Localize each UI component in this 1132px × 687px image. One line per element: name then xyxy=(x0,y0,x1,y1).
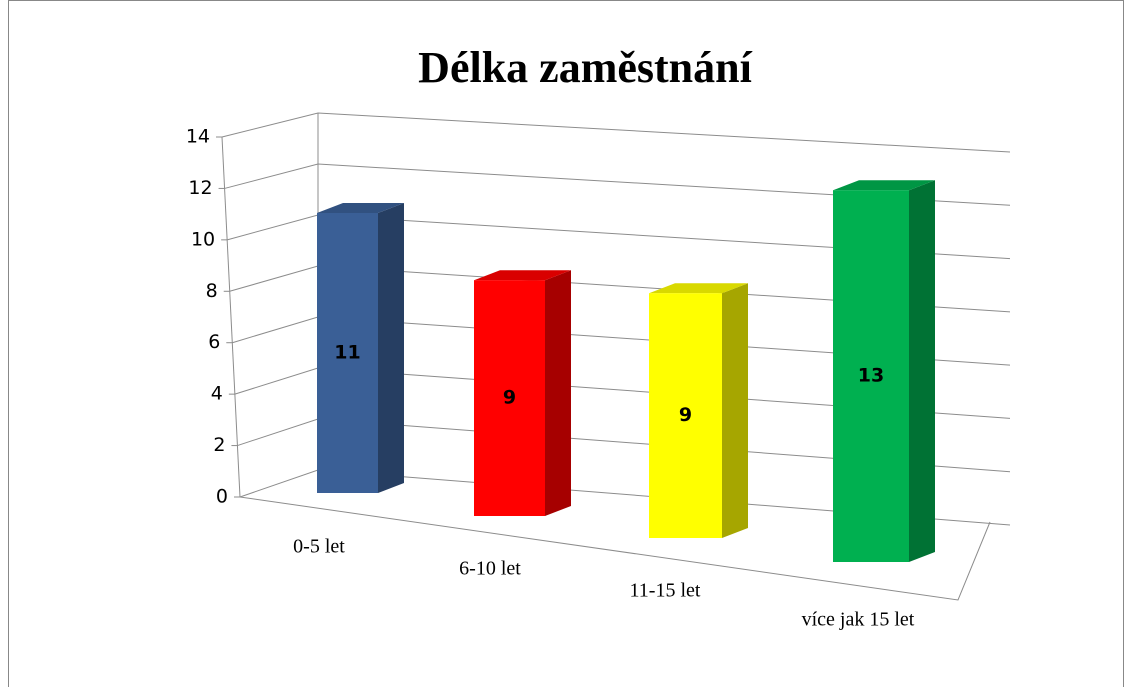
bar-side xyxy=(545,270,571,516)
value-label: 9 xyxy=(503,387,516,409)
y-tick-label: 2 xyxy=(213,434,225,456)
bar xyxy=(833,190,909,562)
bar-side xyxy=(378,202,404,493)
bar xyxy=(649,293,722,538)
value-label: 11 xyxy=(334,341,360,363)
x-tick-label: 6-10 let xyxy=(459,558,521,580)
y-tick-label: 8 xyxy=(206,280,218,302)
grid-line xyxy=(224,163,1011,206)
y-tick-label: 4 xyxy=(211,383,223,405)
bar-side xyxy=(909,180,935,562)
y-tick-label: 10 xyxy=(191,228,215,250)
x-tick-label: 11-15 let xyxy=(630,580,701,602)
y-tick-label: 6 xyxy=(208,331,220,353)
value-label: 13 xyxy=(858,365,884,387)
bar xyxy=(474,280,545,516)
y-tick-label: 14 xyxy=(186,126,210,148)
floor-edge xyxy=(239,496,991,601)
x-tick-label: více jak 15 let xyxy=(802,609,915,631)
x-tick-label: 0-5 let xyxy=(293,536,345,558)
y-tick-label: 0 xyxy=(216,486,228,508)
bar-top xyxy=(649,283,748,294)
bar-top xyxy=(833,180,935,191)
y-tick-label: 12 xyxy=(188,177,212,199)
chart-title: Délka zaměstnání xyxy=(418,43,752,92)
bar-top xyxy=(474,270,571,281)
value-label: 9 xyxy=(679,404,692,426)
grid-line xyxy=(221,112,1011,153)
bar-side xyxy=(722,283,748,538)
bar xyxy=(317,212,378,493)
y-axis xyxy=(221,136,241,498)
bar-top xyxy=(317,202,404,213)
